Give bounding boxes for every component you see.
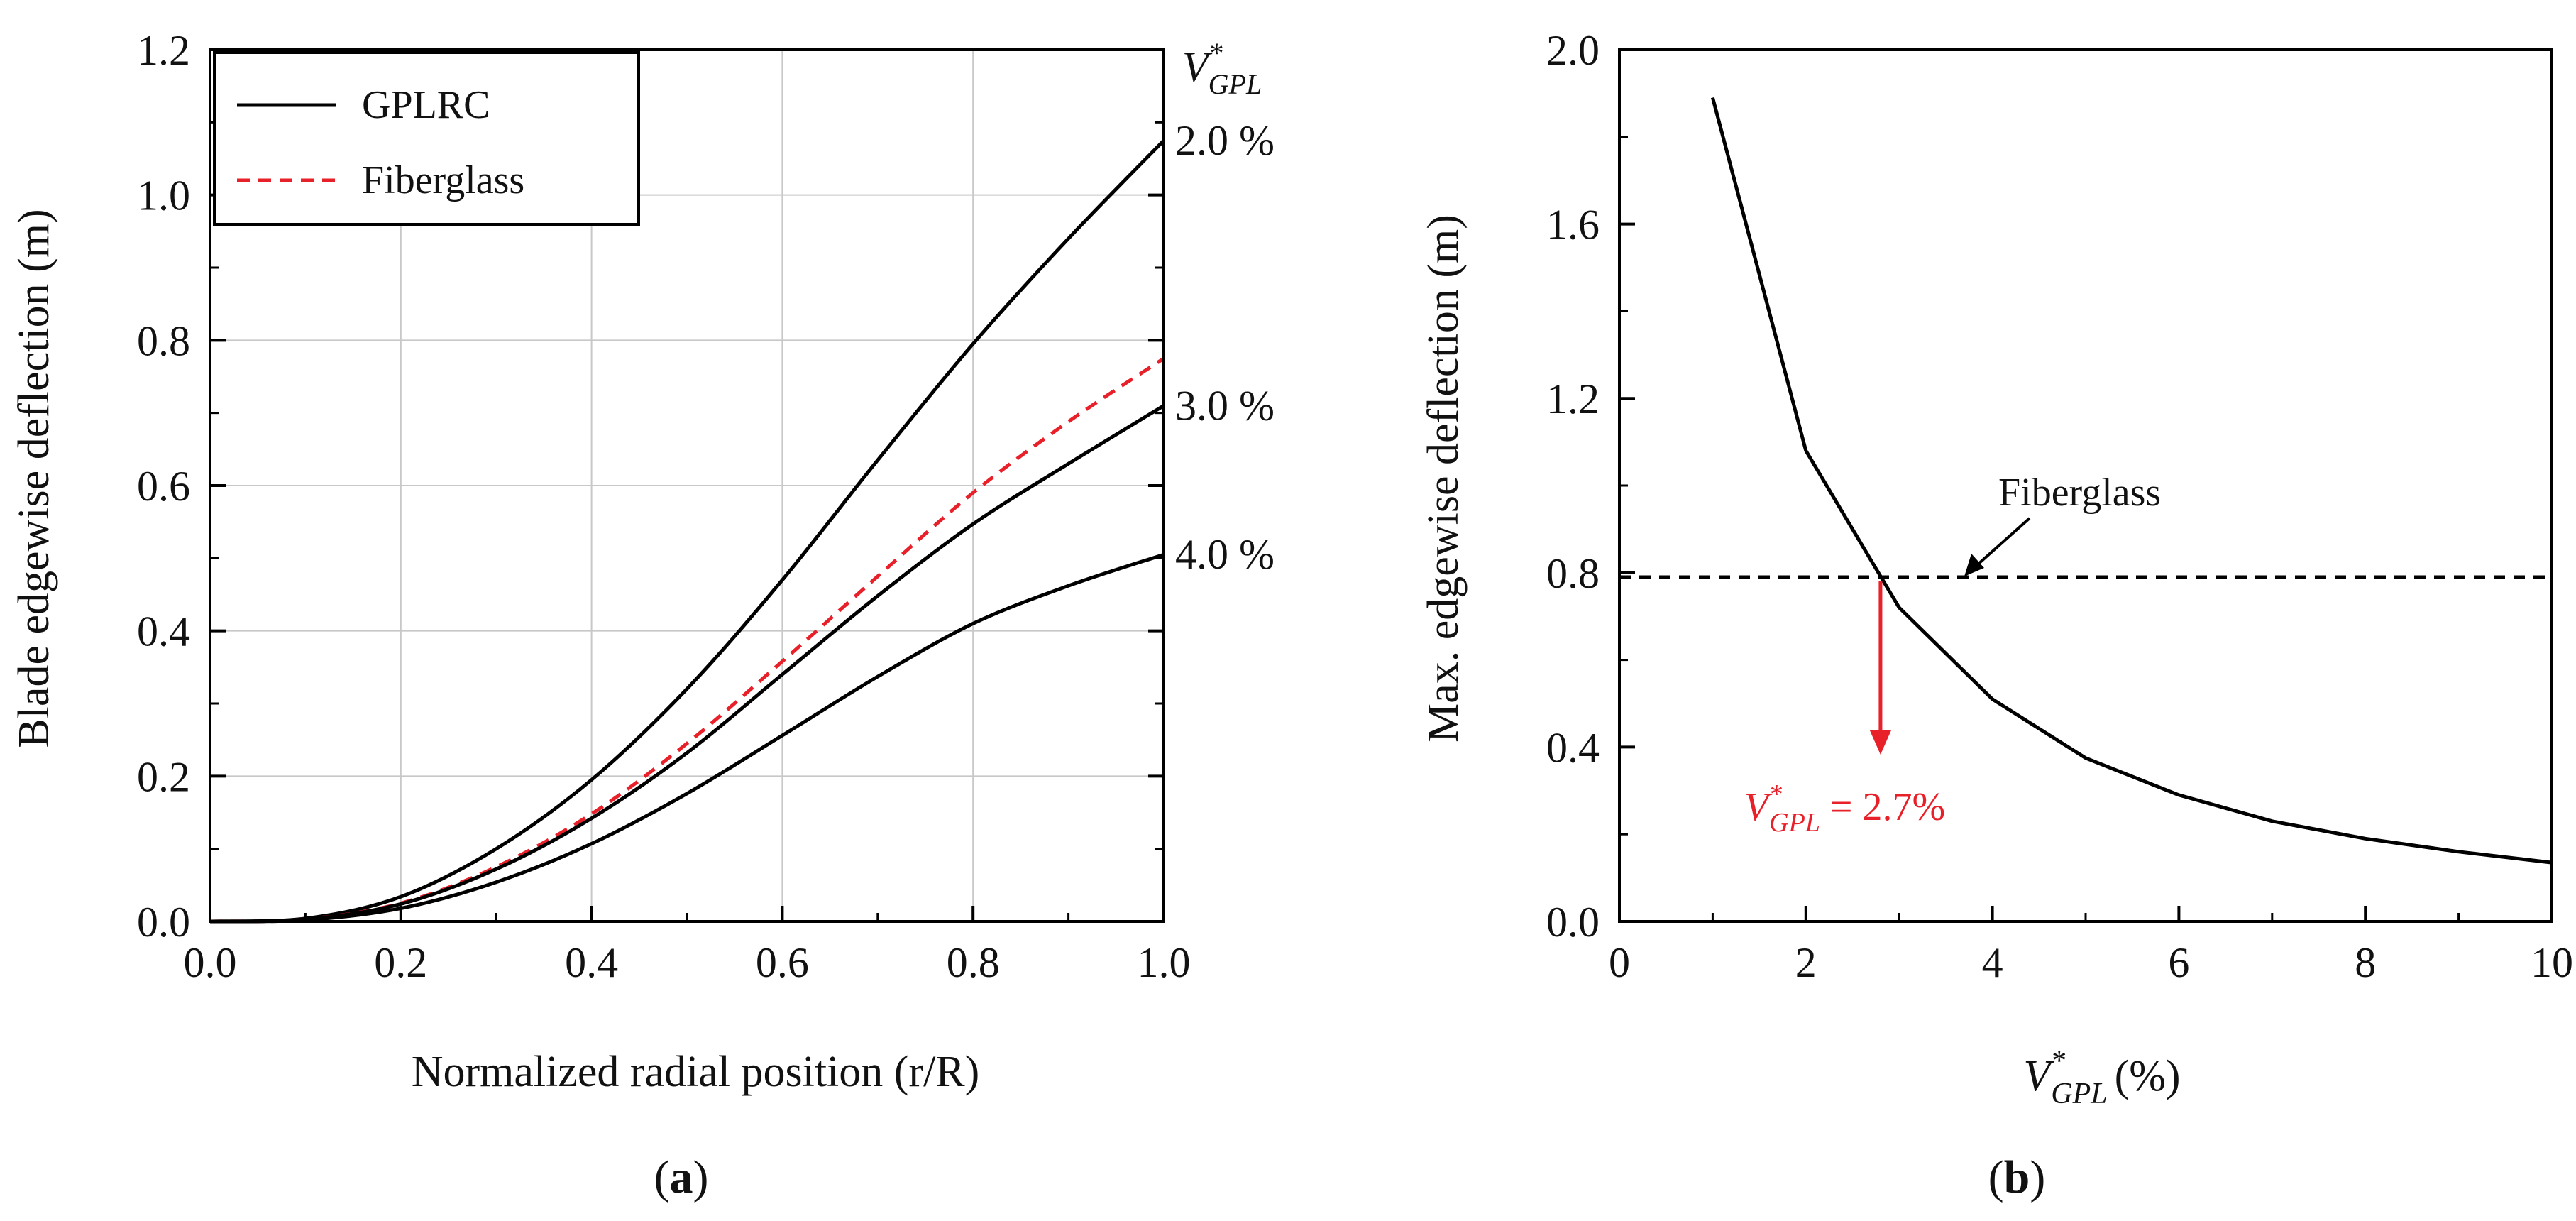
panel-a-x-axis-title: Normalized radial position (r/R) — [412, 1048, 980, 1096]
curve-label-2-0-pct: 2.0 % — [1175, 117, 1275, 164]
legend-gplrc-label: GPLRC — [362, 83, 490, 127]
panel-a-chart: 0.0 0.2 0.4 0.6 0.8 1.00.00.20.40.60.81.01.2 … — [10, 27, 1275, 1203]
panel-b-y-axis-title: Max. edgewise deflection (m) — [1419, 214, 1468, 743]
panel-a-series — [209, 139, 1165, 924]
x-tick-label: 0 — [1609, 939, 1630, 986]
y-tick-label: 0.4 — [1546, 724, 1600, 771]
panel-b-x-axis-title: V* GPL (%) — [2023, 1045, 2180, 1110]
threshold-arrowhead — [1869, 730, 1891, 755]
x-tick-label: 0.4 — [565, 939, 618, 986]
y-tick-label: 0.2 — [137, 753, 190, 800]
series-line-fiberglass-1 — [209, 356, 1165, 924]
x-tick-label: 0.2 — [374, 939, 427, 986]
y-tick-label: 1.2 — [137, 27, 190, 74]
y-tick-label: 1.0 — [137, 173, 190, 219]
x-tick-label: 2 — [1795, 939, 1817, 986]
panel-a-legend: GPLRC Fiberglass — [213, 51, 640, 226]
legend-box — [213, 51, 640, 226]
panel-a-y-axis-title: Blade edgewise deflection (m) — [10, 209, 58, 748]
y-tick-label: 0.4 — [137, 608, 190, 655]
panel-a-ticks: 0.0 0.2 0.4 0.6 0.8 1.0 0.0 0.2 0.4 0.6 0.8 1.0 1.2 — [137, 27, 1191, 986]
y-tick-label: 2.0 — [1546, 27, 1600, 74]
series-line-gplrc-0 — [209, 139, 1165, 924]
fiberglass-callout-line — [1976, 517, 2031, 566]
legend-fiberglass-label: Fiberglass — [362, 158, 524, 202]
panel-b-chart: 0 2 4 6 8 10 0.0 0.4 0.8 1.2 1.6 2.0 Fiberglass V* G… — [1419, 27, 2573, 1203]
fiberglass-callout-label: Fiberglass — [1998, 471, 2161, 515]
series-line-gplrc-3 — [209, 552, 1165, 924]
x-tick-label: 4 — [1982, 939, 2003, 986]
x-tick-label: 0.8 — [947, 939, 1000, 986]
panel-b-series — [1710, 97, 2553, 865]
panel-b-annotation — [1869, 581, 1891, 755]
y-tick-label: 0.8 — [137, 317, 190, 364]
curve-label-3-0-pct: 3.0 % — [1175, 382, 1275, 429]
fiberglass-callout-arrowhead — [1964, 554, 1984, 576]
curve-label-4-0-pct: 4.0 % — [1175, 531, 1275, 578]
panel-b-ticks: 0 2 4 6 8 10 0.0 0.4 0.8 1.2 1.6 2.0 — [1546, 27, 2573, 986]
series-line-gplrc-2 — [209, 404, 1165, 924]
x-tick-label: 0.0 — [184, 939, 237, 986]
y-tick-label: 0.8 — [1546, 550, 1600, 597]
y-tick-label: 0.0 — [1546, 899, 1600, 946]
x-tick-label: 10 — [2531, 939, 2573, 986]
threshold-annotation: V* GPL = 2.7% — [1744, 779, 1945, 838]
y-tick-label: 1.6 — [1546, 202, 1600, 248]
y-tick-label: 0.6 — [137, 463, 190, 510]
panel-a-header-vgpl: V* GPL — [1182, 37, 1262, 100]
x-tick-label: 6 — [2168, 939, 2189, 986]
panel-a-label: (a) — [654, 1151, 709, 1203]
y-tick-label: 0.0 — [137, 899, 190, 946]
x-tick-label: 0.6 — [756, 939, 809, 986]
x-tick-label: 8 — [2355, 939, 2376, 986]
series-line-gplrc-max — [1710, 97, 2553, 865]
y-tick-label: 1.2 — [1546, 376, 1600, 422]
x-tick-label: 1.0 — [1138, 939, 1191, 986]
panel-b-label: (b) — [1988, 1151, 2046, 1203]
